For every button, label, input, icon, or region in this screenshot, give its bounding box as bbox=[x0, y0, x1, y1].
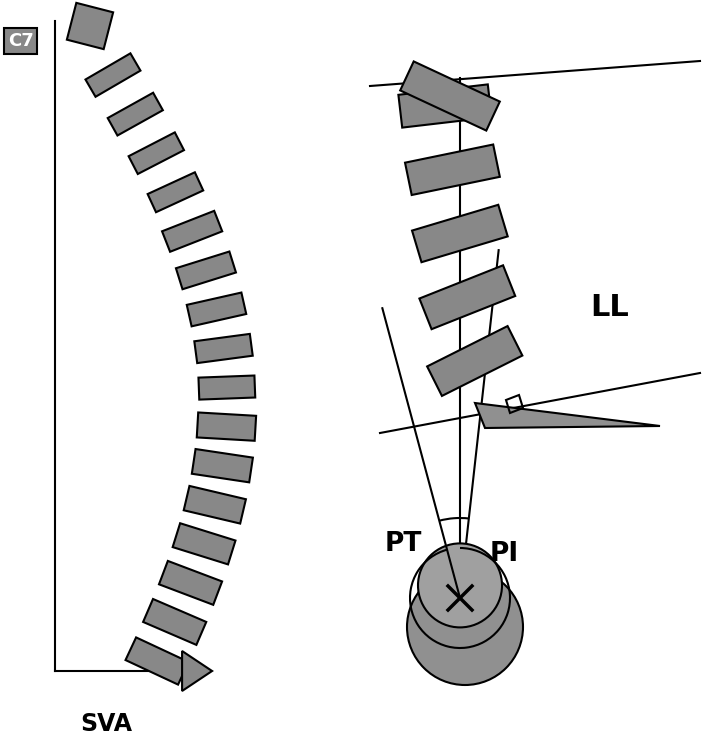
Text: LL: LL bbox=[590, 293, 629, 322]
Polygon shape bbox=[183, 486, 246, 524]
Polygon shape bbox=[398, 84, 491, 128]
Polygon shape bbox=[159, 561, 222, 605]
Text: C7: C7 bbox=[8, 32, 33, 50]
Polygon shape bbox=[475, 403, 660, 428]
Polygon shape bbox=[187, 292, 246, 326]
Circle shape bbox=[407, 569, 523, 685]
Polygon shape bbox=[126, 637, 188, 685]
Polygon shape bbox=[148, 172, 203, 212]
Polygon shape bbox=[197, 413, 256, 441]
Polygon shape bbox=[173, 523, 235, 565]
Polygon shape bbox=[162, 211, 223, 252]
Polygon shape bbox=[85, 53, 141, 97]
Circle shape bbox=[418, 543, 502, 627]
Polygon shape bbox=[198, 375, 255, 400]
Polygon shape bbox=[405, 145, 500, 195]
Polygon shape bbox=[182, 651, 212, 691]
Polygon shape bbox=[412, 205, 508, 262]
Polygon shape bbox=[419, 266, 515, 329]
Text: PI: PI bbox=[490, 541, 519, 567]
Polygon shape bbox=[427, 326, 523, 396]
Polygon shape bbox=[107, 93, 163, 136]
Polygon shape bbox=[194, 334, 252, 363]
Polygon shape bbox=[400, 61, 500, 131]
Polygon shape bbox=[143, 599, 206, 645]
Polygon shape bbox=[192, 449, 253, 483]
Text: SVA: SVA bbox=[80, 712, 132, 736]
Polygon shape bbox=[176, 251, 236, 289]
Polygon shape bbox=[129, 132, 184, 174]
Polygon shape bbox=[67, 3, 113, 49]
Text: PT: PT bbox=[385, 531, 422, 557]
